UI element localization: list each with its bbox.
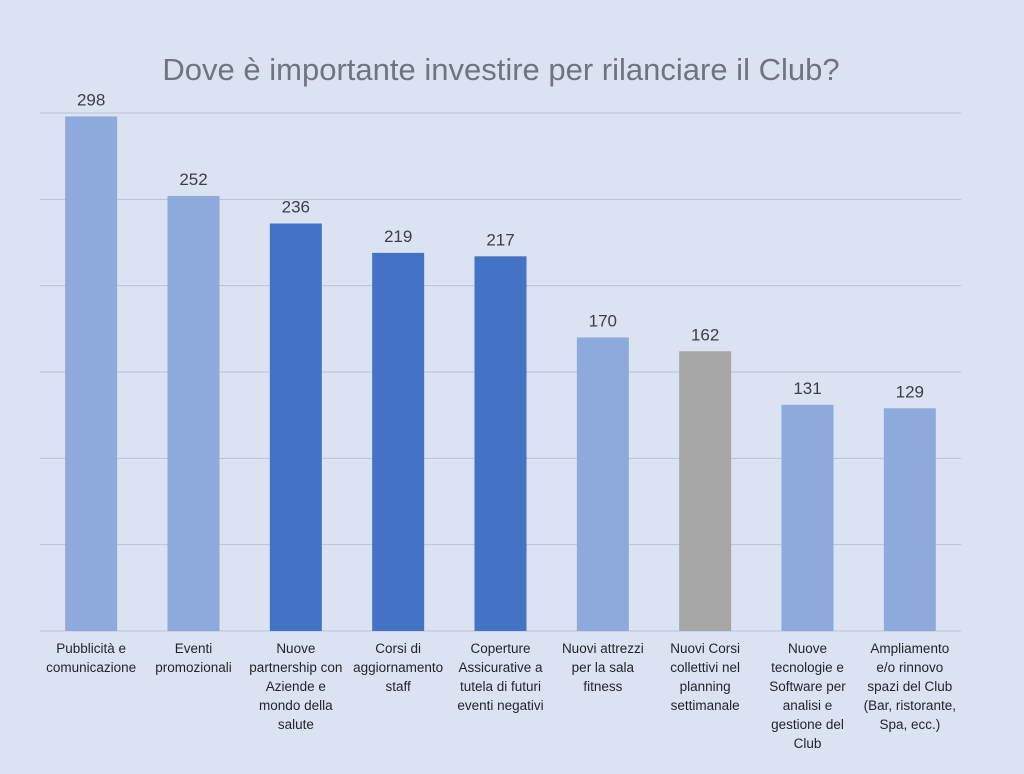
bar — [883, 408, 936, 631]
bar — [679, 351, 732, 631]
category-label: Coperture Assicurative a tutela di futuri e… — [457, 641, 543, 713]
data-label: 129 — [896, 382, 924, 401]
bar — [576, 337, 629, 631]
category-label: Corsi di aggiornamento staff — [353, 641, 443, 694]
data-label: 162 — [691, 325, 719, 344]
bar — [269, 223, 322, 632]
data-label: 236 — [282, 198, 310, 217]
data-label: 252 — [179, 170, 207, 189]
data-labels: 298 252 236 219 217 170 162 131 129 — [77, 90, 924, 401]
bar — [781, 404, 834, 631]
data-label: 219 — [384, 227, 412, 246]
category-label: Nuovi Corsi collettivi nel planning settima… — [670, 641, 740, 713]
data-label: 298 — [77, 90, 105, 109]
category-label: Eventi promozionali — [155, 641, 232, 675]
bars — [65, 116, 936, 632]
bar — [474, 256, 527, 631]
data-label: 131 — [793, 379, 821, 398]
bar — [167, 195, 220, 631]
category-label: Nuove partnership con Aziende e mondo della… — [249, 641, 342, 732]
bar — [65, 116, 118, 632]
category-label: Nuove tecnologie e Software per analisi e ge… — [769, 641, 846, 751]
category-label: Ampliamento e/o rinnovo spazi del Club (Bar… — [864, 641, 956, 732]
bar — [372, 252, 425, 632]
category-labels: Pubblicità e comunicazione Eventi promozion… — [46, 641, 956, 751]
chart-title: Dove è importante investire per rilancia… — [162, 52, 840, 87]
data-label: 217 — [486, 230, 514, 249]
category-label: Nuovi attrezzi per la sala fitness — [562, 641, 644, 694]
category-label: Pubblicità e comunicazione — [46, 641, 136, 675]
data-label: 170 — [589, 311, 617, 330]
